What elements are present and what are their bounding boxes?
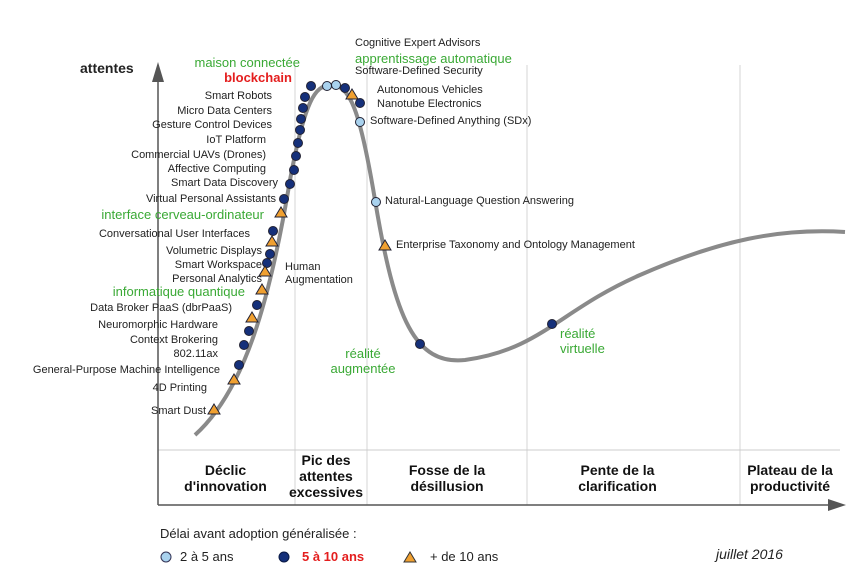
technology-marker (345, 88, 359, 100)
technology-label: informatique quantique (112, 284, 245, 299)
technology-label: blockchain (224, 70, 292, 85)
legend-marker (403, 551, 417, 563)
technology-label: réalité augmentée (330, 346, 396, 376)
technology-label: Gesture Control Devices (152, 119, 272, 131)
technology-label: Neuromorphic Hardware (98, 319, 218, 331)
y-axis-label: attentes (80, 60, 134, 76)
technology-label: Affective Computing (167, 163, 266, 175)
technology-label: Software-Defined Anything (SDx) (370, 115, 532, 127)
technology-marker (378, 239, 392, 251)
technology-label: Enterprise Taxonomy and Ontology Managem… (396, 239, 635, 251)
technology-label: Micro Data Centers (177, 105, 272, 117)
technology-marker (291, 151, 301, 161)
legend-label: 2 à 5 ans (180, 549, 234, 564)
technology-label: Personal Analytics (172, 273, 262, 285)
technology-marker (265, 249, 275, 259)
technology-label: Conversational User Interfaces (98, 228, 250, 240)
technology-marker (289, 165, 299, 175)
technology-marker (296, 114, 306, 124)
technology-marker (268, 226, 278, 236)
technology-label: IoT Platform (206, 134, 266, 146)
technology-marker (245, 311, 259, 323)
technology-marker (340, 83, 350, 93)
technology-label: interface cerveau-ordinateur (101, 207, 264, 222)
legend-label: 5 à 10 ans (302, 549, 365, 564)
technology-marker (239, 340, 249, 350)
technology-label: Virtual Personal Assistants (145, 193, 276, 205)
phase-label: Fosse de la désillusion (408, 462, 486, 494)
technology-marker (285, 179, 295, 189)
technology-marker (322, 81, 332, 91)
technology-marker (265, 235, 279, 247)
technology-marker (227, 373, 241, 385)
technology-label: General-Purpose Machine Intelligence (32, 364, 220, 376)
technology-marker (274, 206, 288, 218)
x-arrow (828, 499, 846, 511)
hype-curve (193, 82, 846, 437)
technology-marker (547, 319, 557, 329)
technology-label: Software-Defined Security (355, 65, 483, 77)
technology-label: Smart Dust (150, 405, 206, 417)
technology-marker (234, 360, 244, 370)
technology-marker (300, 92, 310, 102)
phase-label: Plateau de la productivité (747, 462, 833, 494)
phase-dividers (294, 65, 741, 505)
technology-label: Human Augmentation (285, 261, 353, 286)
technology-label: Data Broker PaaS (dbrPaaS) (90, 302, 232, 314)
technology-label: Autonomous Vehicles (377, 84, 483, 96)
phase-label: Pic des attentes excessives (289, 452, 363, 500)
technology-label: maison connectée (194, 55, 300, 70)
technology-marker (258, 265, 272, 277)
phase-label: Déclic d'innovation (184, 462, 267, 494)
technology-label: Smart Robots (204, 90, 272, 102)
technology-label: réalité virtuelle (560, 326, 605, 356)
technology-label: Commercial UAVs (Drones) (131, 149, 266, 161)
technology-label: Volumetric Displays (166, 245, 262, 257)
technology-label: apprentissage automatique (355, 51, 512, 66)
technology-marker (279, 194, 289, 204)
technology-marker (306, 81, 316, 91)
technology-label: Cognitive Expert Advisors (355, 37, 481, 49)
technology-marker (244, 326, 254, 336)
legend-marker (278, 551, 290, 563)
legend-label: + de 10 ans (430, 549, 499, 564)
technology-label: Nanotube Electronics (377, 98, 482, 110)
technology-label: Smart Workspace (174, 259, 262, 271)
phase-label: Pente de la clarification (578, 462, 657, 494)
date: juillet 2016 (716, 546, 783, 562)
legend-title: Délai avant adoption généralisée : (160, 526, 357, 541)
technology-marker (295, 125, 305, 135)
y-arrow (152, 62, 164, 82)
technology-marker (262, 258, 272, 268)
technology-marker (355, 117, 365, 127)
technology-label: Smart Data Discovery (171, 177, 278, 189)
technology-label: 4D Printing (152, 382, 207, 394)
technology-marker (298, 103, 308, 113)
technology-label: 802.11ax (173, 348, 218, 360)
legend-marker (160, 551, 172, 563)
technology-marker (415, 339, 425, 349)
technology-marker (293, 138, 303, 148)
technology-marker (255, 283, 269, 295)
technology-marker (207, 403, 221, 415)
technology-marker (371, 197, 381, 207)
technology-marker (331, 80, 341, 90)
technology-label: Context Brokering (129, 334, 218, 346)
technology-marker (252, 300, 262, 310)
technology-marker (355, 98, 365, 108)
technology-label: Natural-Language Question Answering (385, 195, 574, 207)
